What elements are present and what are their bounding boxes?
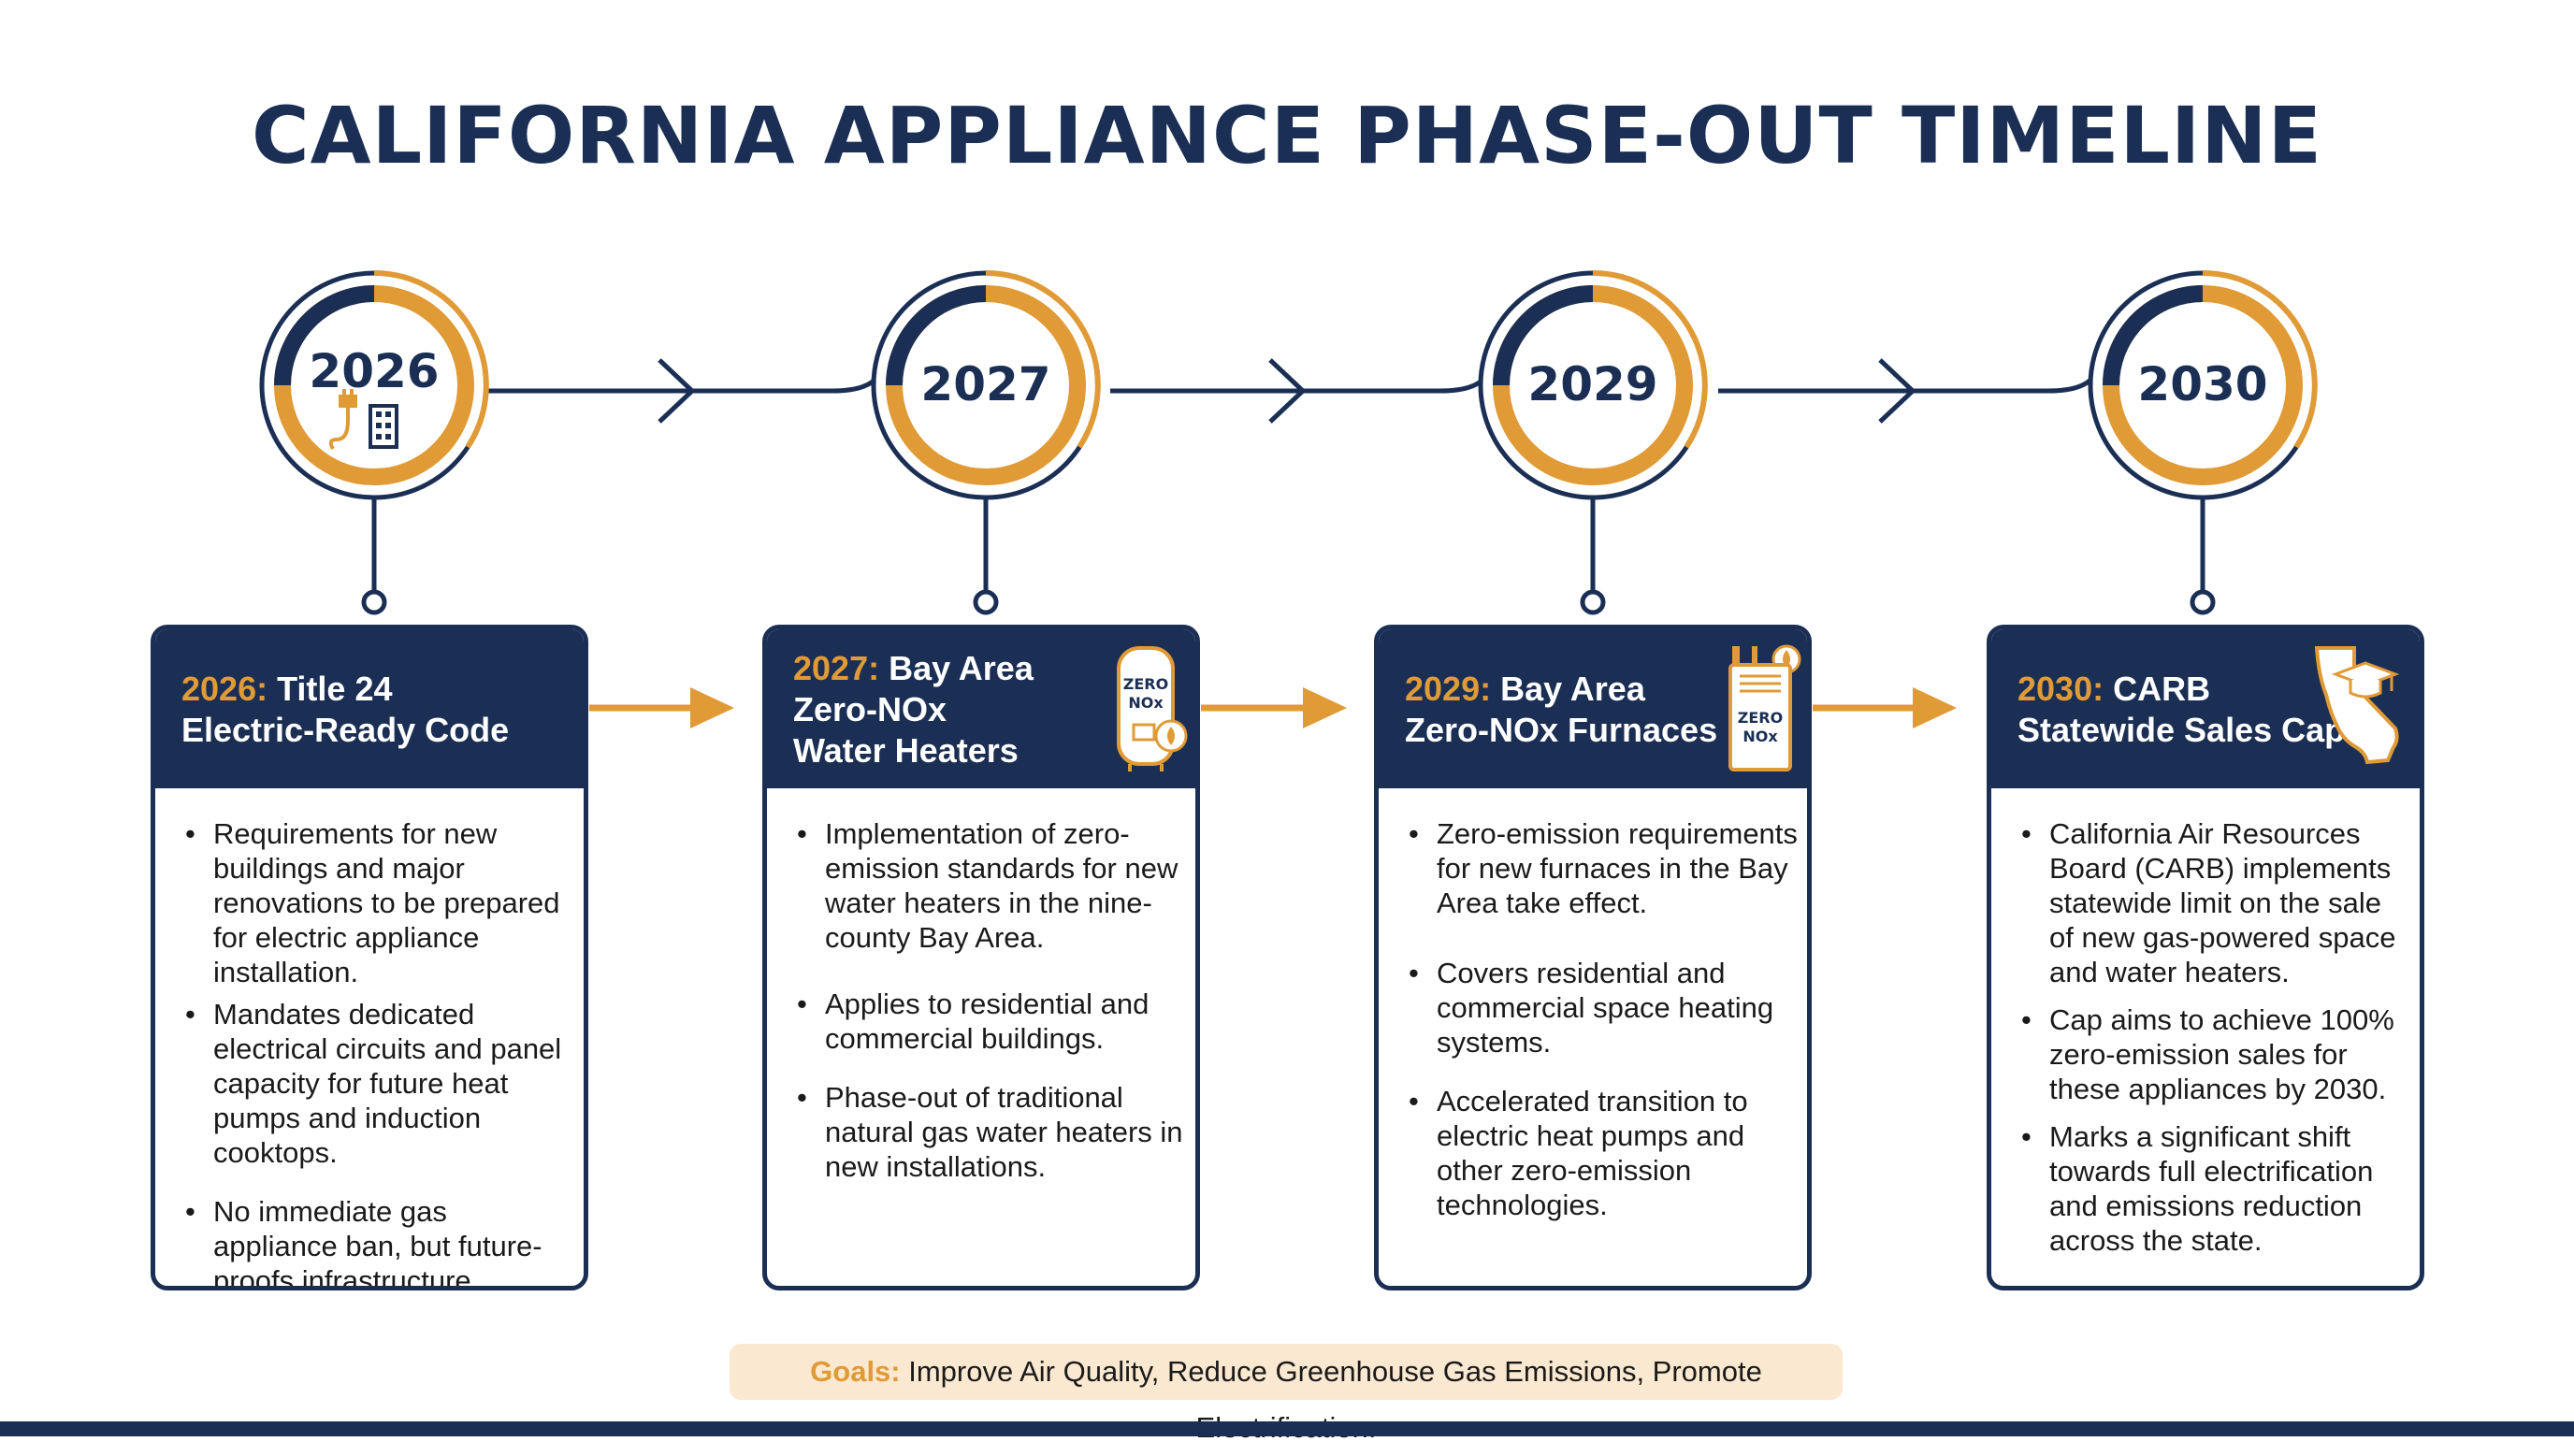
arrow-right-icon	[1813, 687, 1957, 728]
chevron-right-icon	[1268, 358, 1307, 424]
arrow-right-icon	[1201, 687, 1347, 728]
milestone-card-2030: 2030: CARB Statewide Sales Cap Californi…	[1987, 625, 2424, 1290]
card-title: 2029: Bay Area Zero-NOx Furnaces	[1405, 670, 1718, 749]
water-heater-icon: ZERO NOx	[1117, 646, 1188, 771]
svg-text:NOx: NOx	[1128, 694, 1164, 712]
chevron-right-icon	[1878, 358, 1916, 424]
svg-text:ZERO: ZERO	[1738, 709, 1783, 727]
milestone-card-2027: 2027: Bay Area Zero-NOx Water Heaters ZE…	[762, 625, 1200, 1290]
list-item: Cap aims to achieve 100% zero-emission s…	[2017, 1002, 2410, 1106]
card-header: 2026: Title 24 Electric-Ready Code	[155, 629, 584, 788]
card-title: 2030: CARB Statewide Sales Cap	[2017, 670, 2346, 749]
milestone-year-2026: 2026	[309, 344, 440, 398]
card-year: 2026:	[181, 670, 268, 708]
list-item: Marks a significant shift towards full e…	[2017, 1119, 2410, 1258]
card-header: 2030: CARB Statewide Sales Cap	[1991, 629, 2420, 788]
goals-banner: Goals: Improve Air Quality, Reduce Green…	[730, 1344, 1843, 1444]
bullet-list: Implementation of zero-emission standard…	[793, 816, 1186, 1184]
footer-bar	[0, 1421, 2574, 1436]
milestone-year-2030: 2030	[2137, 357, 2268, 411]
bullet-list: Requirements for new buildings and major…	[181, 816, 574, 1286]
chevron-right-icon	[658, 358, 696, 424]
list-item: California Air Resources Board (CARB) im…	[2017, 816, 2410, 989]
card-title: 2026: Title 24 Electric-Ready Code	[181, 670, 510, 749]
page-title: CALIFORNIA APPLIANCE PHASE-OUT TIMELINE	[252, 90, 2322, 181]
list-item: Implementation of zero-emission standard…	[793, 816, 1186, 955]
list-item: No immediate gas appliance ban, but futu…	[181, 1194, 574, 1286]
milestone-circle-2026	[259, 270, 489, 615]
card-header: 2027: Bay Area Zero-NOx Water Heaters ZE…	[767, 629, 1195, 788]
svg-text:NOx: NOx	[1743, 728, 1778, 745]
milestone-circle-2030	[2088, 270, 2318, 615]
card-title: 2027: Bay Area Zero-NOx Water Heaters	[793, 649, 1034, 770]
list-item: Zero-emission requirements for new furna…	[1405, 816, 1798, 920]
plug-building-icon	[328, 389, 398, 451]
bullet-list: Zero-emission requirements for new furna…	[1405, 816, 1798, 1222]
arrow-right-icon	[589, 687, 734, 728]
card-year: 2029:	[1405, 670, 1492, 708]
milestone-card-2026: 2026: Title 24 Electric-Ready Code Requi…	[151, 625, 588, 1290]
card-year: 2030:	[2017, 670, 2104, 708]
milestone-year-2029: 2029	[1527, 357, 1658, 411]
card-year: 2027:	[793, 649, 880, 687]
milestone-year-2027: 2027	[920, 357, 1051, 411]
list-item: Accelerated transition to electric heat …	[1405, 1084, 1798, 1222]
milestone-circle-2027	[871, 270, 1101, 615]
furnace-icon: ZERO NOx	[1728, 644, 1801, 771]
bullet-list: California Air Resources Board (CARB) im…	[2017, 816, 2410, 1258]
list-item: Applies to residential and commercial bu…	[793, 987, 1186, 1056]
card-header: 2029: Bay Area Zero-NOx Furnaces ZERO NO…	[1379, 629, 1807, 788]
svg-text:ZERO: ZERO	[1123, 675, 1168, 693]
list-item: Requirements for new buildings and major…	[181, 816, 574, 989]
california-map-icon	[2314, 646, 2400, 765]
goals-label: Goals:	[810, 1355, 901, 1388]
milestone-circle-2029	[1478, 270, 1708, 615]
milestone-card-2029: 2029: Bay Area Zero-NOx Furnaces ZERO NO…	[1374, 625, 1812, 1290]
list-item: Phase-out of traditional natural gas wat…	[793, 1080, 1186, 1184]
list-item: Covers residential and commercial space …	[1405, 956, 1798, 1060]
list-item: Mandates dedicated electrical circuits a…	[181, 997, 574, 1170]
